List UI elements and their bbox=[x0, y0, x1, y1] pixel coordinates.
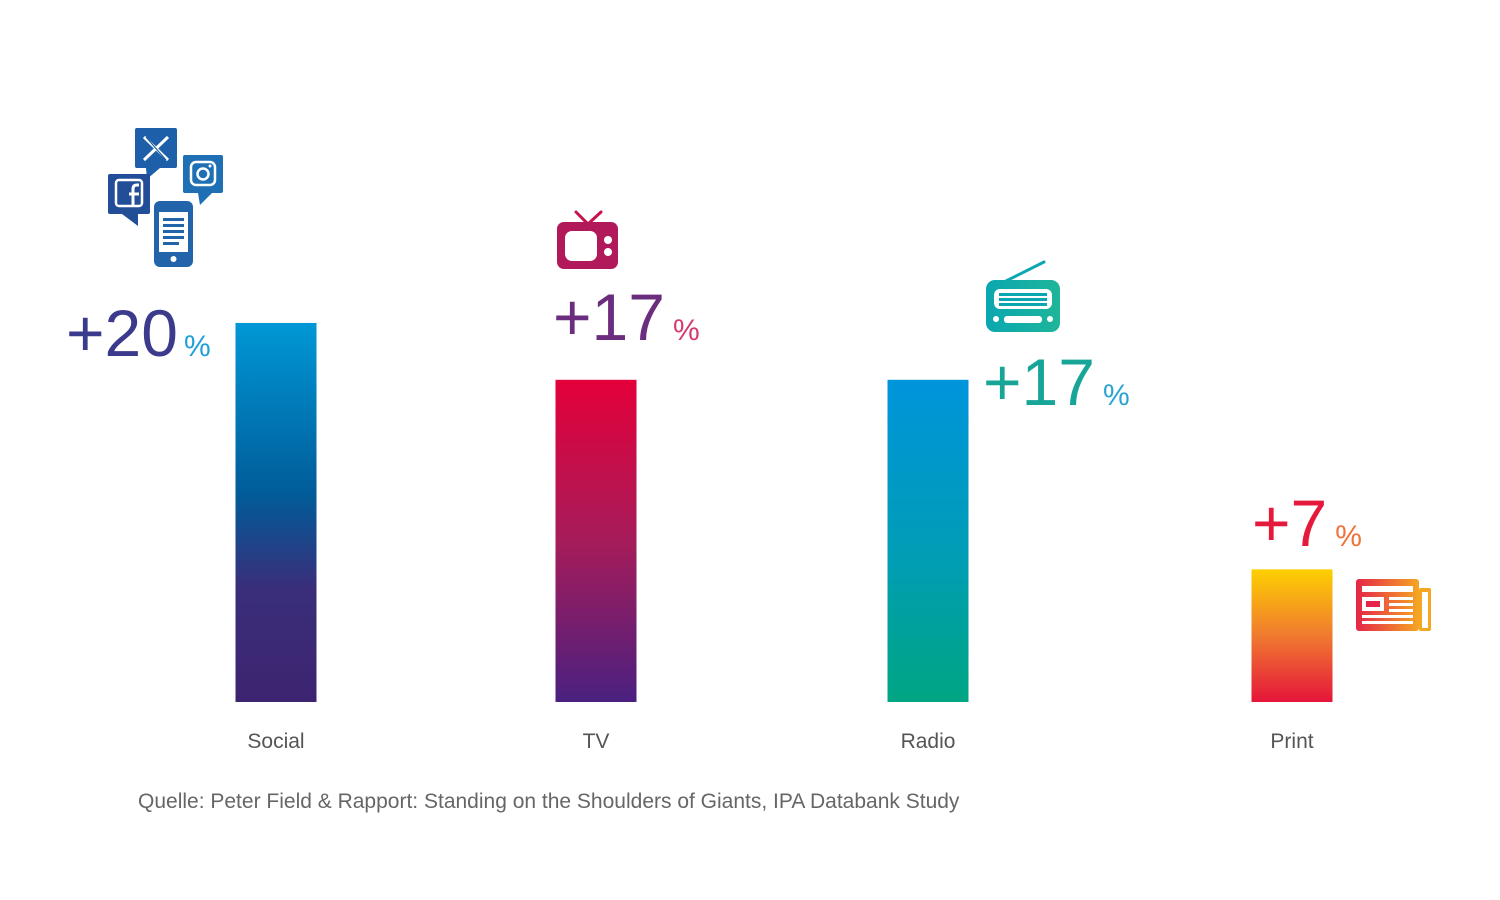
bar-tv bbox=[555, 379, 637, 702]
category-label-tv: TV bbox=[583, 730, 610, 753]
bar-radio bbox=[887, 379, 969, 702]
value-number-social: +20 bbox=[66, 296, 178, 370]
radio-icon bbox=[986, 260, 1060, 332]
value-number-radio: +17 bbox=[983, 345, 1095, 419]
instagram-logo-icon bbox=[183, 155, 223, 205]
value-label-social: +20% bbox=[66, 296, 211, 370]
value-unit-social: % bbox=[184, 330, 211, 363]
social-media-icon bbox=[108, 128, 223, 267]
value-label-print: +7% bbox=[1252, 486, 1362, 560]
value-label-radio: +17% bbox=[983, 345, 1130, 419]
value-unit-tv: % bbox=[673, 314, 700, 347]
bar-social bbox=[235, 322, 317, 702]
category-label-social: Social bbox=[247, 730, 304, 753]
value-number-print: +7 bbox=[1252, 486, 1327, 560]
newspaper-icon bbox=[1356, 579, 1431, 631]
category-label-radio: Radio bbox=[901, 730, 956, 753]
smartphone-icon bbox=[154, 201, 193, 267]
value-number-tv: +17 bbox=[553, 280, 665, 354]
category-label-print: Print bbox=[1270, 730, 1313, 753]
tv-icon bbox=[557, 210, 618, 269]
value-unit-radio: % bbox=[1103, 379, 1130, 412]
x-logo-icon bbox=[135, 128, 177, 179]
value-label-tv: +17% bbox=[553, 280, 700, 354]
facebook-logo-icon bbox=[108, 174, 150, 226]
source-note: Quelle: Peter Field & Rapport: Standing … bbox=[138, 790, 960, 813]
value-unit-print: % bbox=[1335, 520, 1362, 553]
bar-print bbox=[1251, 569, 1333, 702]
